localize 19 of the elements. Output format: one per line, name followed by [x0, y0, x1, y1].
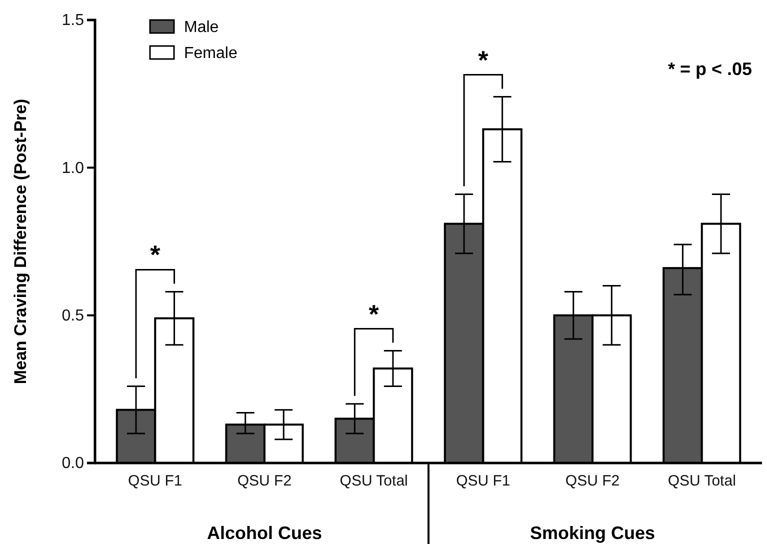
y-tick-label: 0.5: [62, 307, 84, 324]
text: Alcohol Cues: [206, 523, 322, 543]
x-tick-label: QSU F2: [565, 472, 620, 490]
y-tick-label: 0.0: [62, 455, 84, 472]
annotation: *: [150, 240, 162, 270]
x-tick-label: QSU Total: [340, 472, 408, 490]
x-tick-label: QSU F1: [456, 472, 510, 490]
x-tick-label: QSU F2: [237, 472, 292, 490]
y-tick-label: 1.0: [62, 160, 84, 177]
y-tick-label: 1.5: [62, 12, 84, 30]
x-tick-label: QSU F1: [128, 472, 182, 490]
annotation: * = p < .05: [668, 59, 752, 79]
text: Smoking Cues: [530, 523, 656, 543]
annotation: *: [368, 298, 380, 329]
y-axis-title: Mean Craving Difference (Post-Pre): [11, 98, 30, 384]
legend-label: Female: [184, 45, 238, 62]
x-tick-label: QSU Total: [668, 472, 736, 490]
legend-label: Male: [184, 19, 219, 36]
annotation: *: [478, 44, 490, 75]
